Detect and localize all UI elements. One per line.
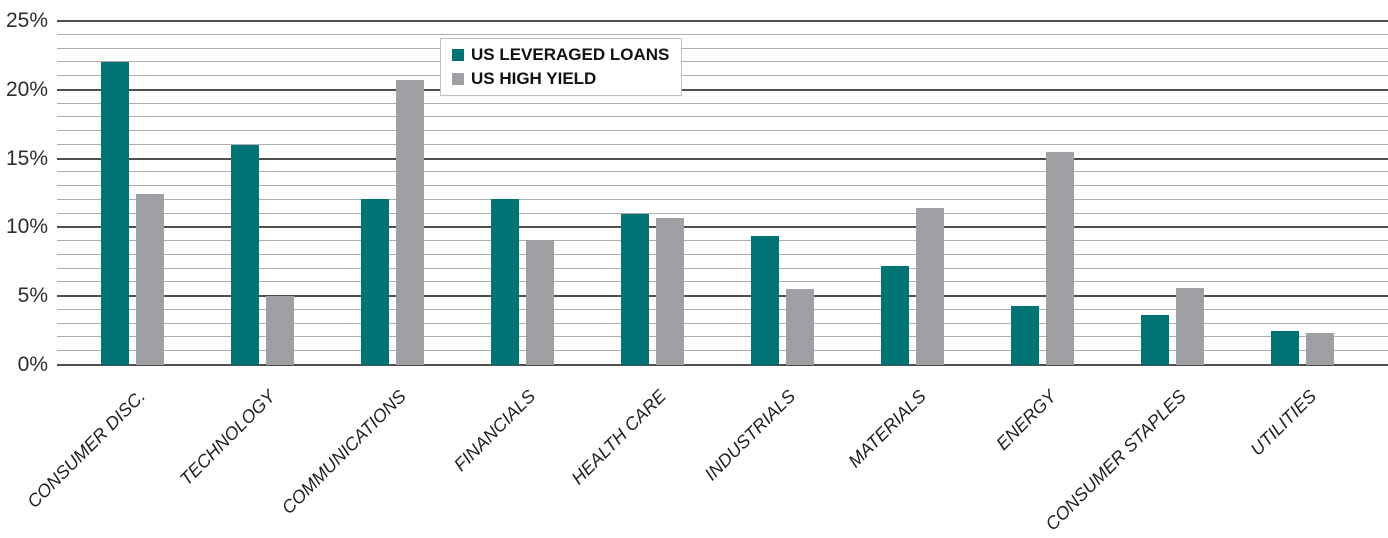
leveraged-loans-swatch-icon: [452, 48, 464, 61]
minor-gridline: [57, 336, 1388, 338]
minor-gridline: [57, 240, 1388, 242]
minor-gridline: [57, 130, 1388, 132]
plot-area: US LEVERAGED LOANS US HIGH YIELD: [57, 20, 1388, 366]
bar-high-yield-8: [1176, 287, 1205, 365]
bar-leveraged-loans-1: [230, 144, 259, 365]
minor-gridline: [57, 308, 1388, 310]
minor-gridline: [57, 281, 1388, 283]
major-gridline: [57, 226, 1388, 229]
minor-gridline: [57, 102, 1388, 104]
bar-leveraged-loans-4: [620, 213, 649, 365]
bar-leveraged-loans-7: [1011, 305, 1040, 365]
x-label-materials: MATERIALS: [844, 386, 930, 472]
legend-label-high-yield: US HIGH YIELD: [471, 69, 597, 88]
major-gridline: [57, 20, 1388, 22]
bar-high-yield-0: [135, 194, 164, 365]
x-label-technology: TECHNOLOGY: [175, 386, 280, 490]
minor-gridline: [57, 212, 1388, 214]
bar-leveraged-loans-5: [751, 235, 779, 365]
x-label-utilities: UTILITIES: [1246, 386, 1321, 460]
minor-gridline: [57, 33, 1388, 35]
legend: US LEVERAGED LOANS US HIGH YIELD: [440, 38, 683, 96]
bar-high-yield-2: [395, 80, 424, 365]
minor-gridline: [57, 171, 1388, 173]
y-tick-label-25pct: 25%: [5, 9, 48, 32]
minor-gridline: [57, 61, 1388, 63]
x-label-health-care: HEALTH CARE: [567, 386, 670, 489]
bar-high-yield-4: [655, 217, 684, 365]
bar-leveraged-loans-3: [490, 198, 519, 365]
y-tick-label-20pct: 20%: [5, 77, 48, 101]
minor-gridline: [57, 143, 1388, 145]
minor-gridline: [57, 350, 1388, 352]
bar-leveraged-loans-9: [1271, 330, 1300, 365]
bar-high-yield-3: [525, 239, 554, 365]
minor-gridline: [57, 322, 1388, 324]
y-tick-label-15pct: 15%: [5, 146, 48, 170]
major-gridline: [57, 157, 1388, 160]
minor-gridline: [57, 198, 1388, 200]
legend-row-leveraged-loans: US LEVERAGED LOANS: [452, 44, 669, 65]
major-gridline: [57, 88, 1388, 91]
bar-leveraged-loans-0: [100, 62, 129, 365]
bar-leveraged-loans-6: [881, 265, 910, 365]
bar-high-yield-5: [786, 289, 814, 365]
bar-leveraged-loans-8: [1141, 315, 1170, 365]
minor-gridline: [57, 75, 1388, 77]
y-tick-label-10pct: 10%: [5, 215, 48, 239]
x-label-communications: COMMUNICATIONS: [277, 386, 410, 518]
bar-high-yield-9: [1306, 333, 1335, 365]
major-gridline: [57, 364, 1388, 366]
x-label-financials: FINANCIALS: [450, 386, 540, 476]
minor-gridline: [57, 267, 1388, 269]
legend-label-leveraged-loans: US LEVERAGED LOANS: [471, 45, 670, 64]
y-tick-label-0pct: 0%: [17, 353, 48, 376]
bar-high-yield-1: [265, 296, 294, 365]
high-yield-swatch-icon: [452, 72, 464, 85]
x-label-industrials: INDUSTRIALS: [701, 386, 800, 485]
x-label-consumer-staples: CONSUMER STAPLES: [1041, 386, 1190, 535]
minor-gridline: [57, 253, 1388, 255]
y-tick-label-5pct: 5%: [17, 284, 48, 308]
minor-gridline: [57, 185, 1388, 187]
minor-gridline: [57, 116, 1388, 118]
bar-high-yield-7: [1046, 151, 1075, 365]
minor-gridline: [57, 47, 1388, 49]
x-label-energy: ENERGY: [991, 386, 1060, 454]
legend-row-high-yield: US HIGH YIELD: [452, 68, 669, 89]
major-gridline: [57, 295, 1388, 298]
bar-high-yield-6: [916, 208, 945, 365]
x-label-consumer-disc: CONSUMER DISC.: [23, 386, 150, 512]
bar-leveraged-loans-2: [360, 198, 389, 365]
